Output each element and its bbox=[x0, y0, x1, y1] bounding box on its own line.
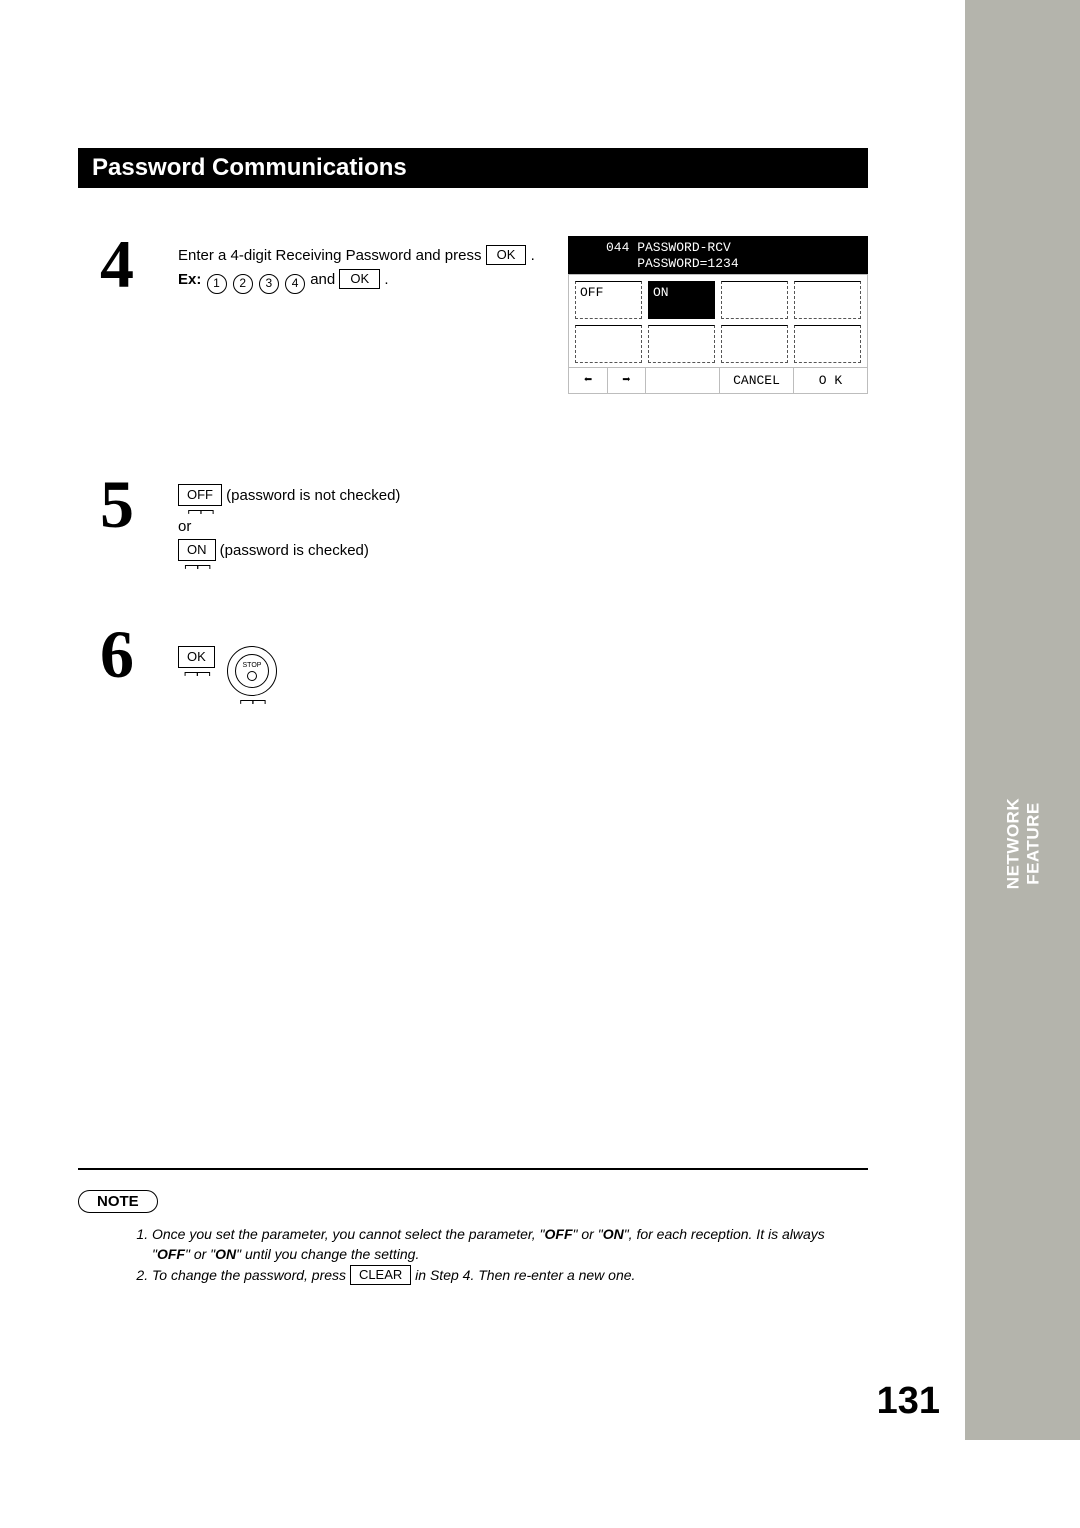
section-tab: NETWORK FEATURE bbox=[965, 0, 1080, 1440]
digit-2: 2 bbox=[233, 274, 253, 294]
screen-body: OFF ON bbox=[568, 274, 868, 368]
n1d: " or " bbox=[185, 1246, 215, 1262]
stop-icon bbox=[247, 671, 257, 681]
n1off: OFF bbox=[545, 1226, 573, 1242]
digit-4: 4 bbox=[285, 274, 305, 294]
on-desc: (password is checked) bbox=[220, 542, 369, 559]
footer-spacer bbox=[645, 368, 719, 393]
stop-button[interactable]: STOP ⌐¬⌐¬ bbox=[227, 646, 277, 696]
stop-label: STOP bbox=[243, 662, 262, 669]
step4-text: Enter a 4-digit Receiving Password and p… bbox=[178, 247, 486, 264]
step-5-content: OFF ⌐¬⌐¬ (password is not checked) or ON… bbox=[178, 484, 868, 570]
step-5-number: 5 bbox=[100, 470, 134, 538]
stop-inner: STOP bbox=[235, 654, 269, 688]
screen-btn-8[interactable] bbox=[794, 325, 861, 363]
press-icon: ⌐¬⌐¬ bbox=[178, 505, 222, 515]
on-press-button[interactable]: ON ⌐¬⌐¬ bbox=[178, 539, 216, 570]
notes-block: Once you set the parameter, you cannot s… bbox=[130, 1224, 860, 1285]
section-tab-label: NETWORK FEATURE bbox=[1003, 798, 1042, 889]
n1off2: OFF bbox=[157, 1246, 185, 1262]
cancel-button[interactable]: CANCEL bbox=[719, 368, 793, 393]
press-icon: ⌐¬⌐¬ bbox=[178, 560, 216, 570]
and-text: and bbox=[310, 271, 339, 288]
ok-key: OK bbox=[486, 245, 527, 265]
arrow-left-icon: ⬅ bbox=[584, 372, 592, 389]
n1on2: ON bbox=[215, 1246, 236, 1262]
n1b: " or " bbox=[573, 1226, 603, 1242]
period2: . bbox=[380, 271, 388, 288]
n1e: " until you change the setting. bbox=[236, 1246, 419, 1262]
note-badge: NOTE bbox=[78, 1190, 158, 1213]
arrow-right-icon: ➡ bbox=[622, 372, 630, 389]
screen-btn-5[interactable] bbox=[575, 325, 642, 363]
tab-line-1: NETWORK bbox=[1003, 798, 1022, 889]
or-text: or bbox=[178, 518, 191, 535]
display-screen: 044 PASSWORD-RCV PASSWORD=1234 OFF ON ⬅ … bbox=[568, 236, 868, 394]
screen-btn-on[interactable]: ON bbox=[648, 281, 715, 319]
screen-line2: PASSWORD=1234 bbox=[606, 256, 739, 271]
ex-label: Ex: bbox=[178, 271, 201, 288]
digit-1: 1 bbox=[207, 274, 227, 294]
screen-footer: ⬅ ➡ CANCEL O K bbox=[568, 368, 868, 394]
press-icon: ⌐¬⌐¬ bbox=[240, 695, 265, 705]
screen-header: 044 PASSWORD-RCV PASSWORD=1234 bbox=[568, 236, 868, 274]
n1on: ON bbox=[603, 1226, 624, 1242]
off-press-button[interactable]: OFF ⌐¬⌐¬ bbox=[178, 484, 222, 515]
n2a: To change the password, press bbox=[152, 1267, 350, 1283]
screen-button-grid: OFF ON bbox=[575, 281, 861, 363]
press-icon: ⌐¬⌐¬ bbox=[178, 667, 215, 677]
step-6-content: OK ⌐¬⌐¬ STOP ⌐¬⌐¬ bbox=[178, 646, 868, 696]
step-4-number: 4 bbox=[100, 230, 134, 298]
screen-btn-6[interactable] bbox=[648, 325, 715, 363]
ok-press-button[interactable]: OK ⌐¬⌐¬ bbox=[178, 646, 215, 677]
n1a: Once you set the parameter, you cannot s… bbox=[152, 1226, 545, 1242]
period1: . bbox=[526, 247, 534, 264]
screen-btn-3[interactable] bbox=[721, 281, 788, 319]
screen-btn-off[interactable]: OFF bbox=[575, 281, 642, 319]
screen-line1: 044 PASSWORD-RCV bbox=[606, 240, 731, 255]
step-6-number: 6 bbox=[100, 620, 134, 688]
ok-button[interactable]: O K bbox=[793, 368, 867, 393]
off-desc: (password is not checked) bbox=[226, 487, 400, 504]
page-title-bar: Password Communications bbox=[78, 148, 868, 188]
note-2: To change the password, press CLEAR in S… bbox=[152, 1265, 860, 1285]
ok-key-2: OK bbox=[339, 269, 380, 289]
screen-btn-7[interactable] bbox=[721, 325, 788, 363]
horizontal-rule bbox=[78, 1168, 868, 1170]
page-number: 131 bbox=[877, 1380, 940, 1423]
n2b: in Step 4. Then re-enter a new one. bbox=[411, 1267, 635, 1283]
note-1: Once you set the parameter, you cannot s… bbox=[152, 1224, 860, 1265]
arrow-right-button[interactable]: ➡ bbox=[607, 368, 645, 393]
page-title: Password Communications bbox=[92, 154, 407, 182]
digit-3: 3 bbox=[259, 274, 279, 294]
tab-line-2: FEATURE bbox=[1023, 802, 1042, 885]
screen-btn-4[interactable] bbox=[794, 281, 861, 319]
clear-key: CLEAR bbox=[350, 1265, 411, 1285]
arrow-left-button[interactable]: ⬅ bbox=[569, 368, 607, 393]
